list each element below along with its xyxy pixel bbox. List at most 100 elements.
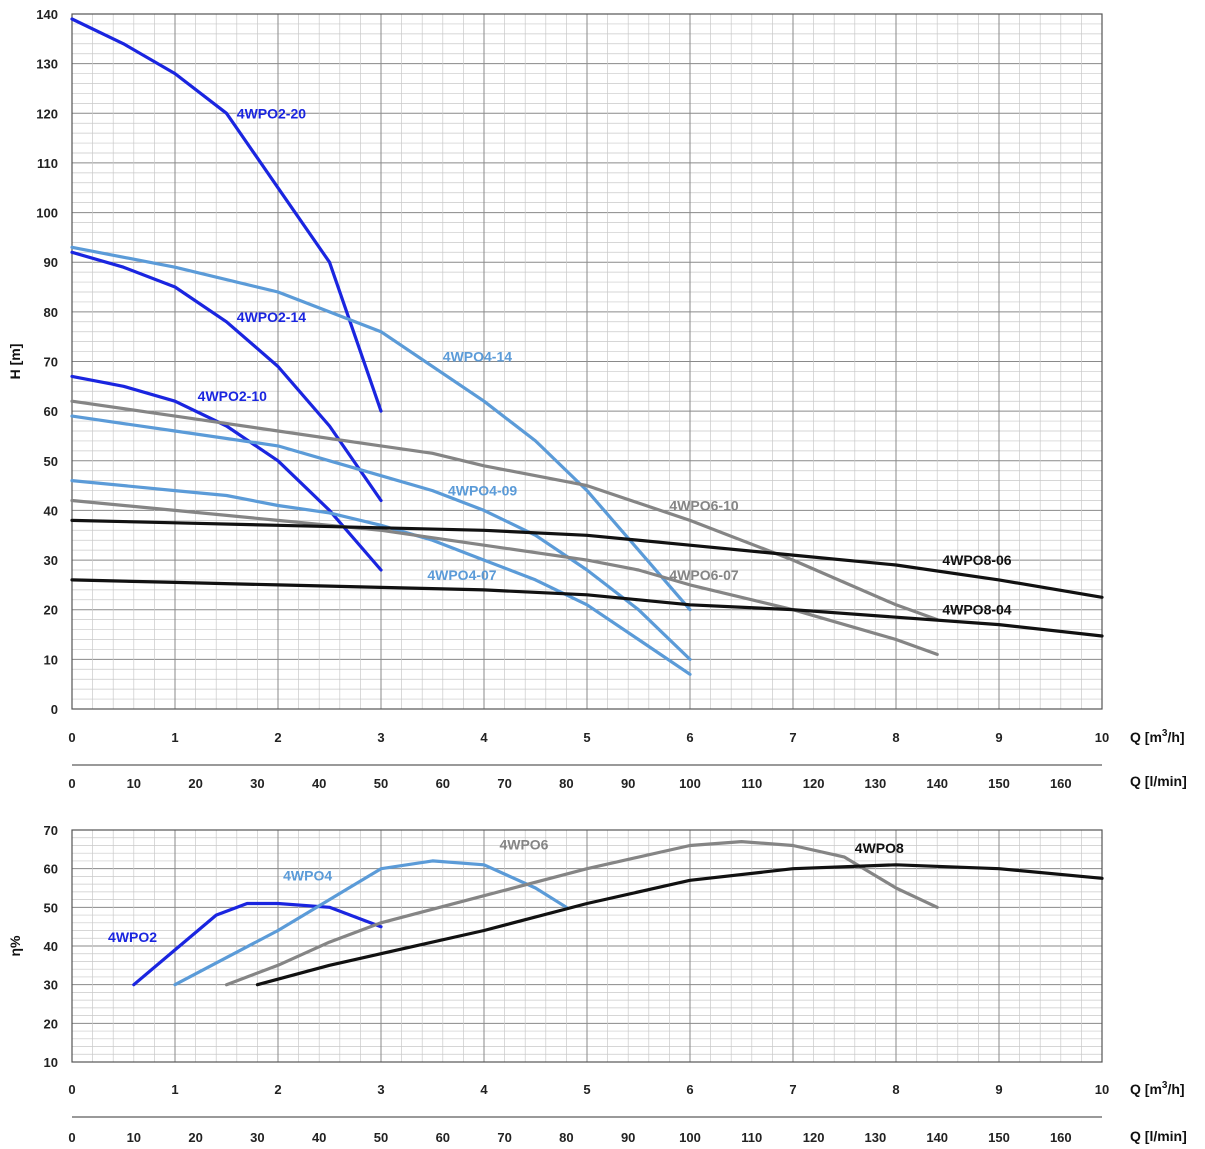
- x2-tick-label: 0: [68, 1130, 75, 1145]
- x2-tick-label: 80: [559, 1130, 573, 1145]
- y-tick-label: 20: [44, 603, 58, 618]
- x2-tick-label: 150: [988, 1130, 1010, 1145]
- y-tick-label: 30: [44, 978, 58, 993]
- y-tick-label: 30: [44, 553, 58, 568]
- x2-tick-label: 10: [127, 776, 141, 791]
- x2-tick-label: 120: [803, 776, 825, 791]
- series-label-4wpo2-14: 4WPO2-14: [237, 309, 306, 325]
- x-tick-label: 3: [377, 1082, 384, 1097]
- series-line-4wpo8: [255, 863, 1104, 987]
- x-tick-label: 5: [583, 1082, 590, 1097]
- series-label-4wpo6-07: 4WPO6-07: [669, 567, 738, 583]
- x-tick-label: 5: [583, 730, 590, 745]
- series-label-4wpo4-14: 4WPO4-14: [443, 349, 512, 365]
- series-label-4wpo8-04: 4WPO8-04: [942, 602, 1011, 618]
- y-axis-label: H [m]: [7, 344, 23, 380]
- series-label-4wpo4: 4WPO4: [283, 867, 332, 883]
- series-line-4wpo4: [173, 859, 568, 987]
- x-axis-label: Q [m3/h]: [1130, 728, 1185, 745]
- x2-tick-label: 60: [436, 776, 450, 791]
- series-label-4wpo4-09: 4WPO4-09: [448, 483, 517, 499]
- y-tick-label: 10: [44, 1055, 58, 1070]
- x2-tick-label: 80: [559, 776, 573, 791]
- y-tick-label: 50: [44, 454, 58, 469]
- y-tick-label: 50: [44, 900, 58, 915]
- y-tick-label: 60: [44, 404, 58, 419]
- x2-tick-label: 30: [250, 776, 264, 791]
- x-tick-label: 9: [995, 730, 1002, 745]
- x2-tick-label: 70: [497, 1130, 511, 1145]
- y-tick-label: 140: [36, 7, 58, 22]
- x2-tick-label: 0: [68, 776, 75, 791]
- series-line-4wpo4-14: [70, 245, 692, 612]
- y-tick-label: 70: [44, 355, 58, 370]
- x2-tick-label: 10: [127, 1130, 141, 1145]
- x2-tick-label: 60: [436, 1130, 450, 1145]
- x-tick-label: 3: [377, 730, 384, 745]
- y-tick-label: 40: [44, 503, 58, 518]
- x-tick-label: 0: [68, 1082, 75, 1097]
- series-line-4wpo6: [224, 840, 939, 987]
- y-tick-label: 100: [36, 206, 58, 221]
- series-line-4wpo2-10: [70, 374, 383, 572]
- series-label-4wpo6-10: 4WPO6-10: [669, 497, 738, 513]
- y-axis-label: η%: [7, 935, 23, 957]
- x-tick-label: 2: [274, 730, 281, 745]
- y-tick-label: 120: [36, 106, 58, 121]
- y-tick-label: 60: [44, 862, 58, 877]
- y-tick-label: 130: [36, 57, 58, 72]
- x2-tick-label: 130: [865, 1130, 887, 1145]
- x-tick-label: 4: [480, 730, 488, 745]
- x2-tick-label: 40: [312, 776, 326, 791]
- x2-tick-label: 120: [803, 1130, 825, 1145]
- x-tick-label: 4: [480, 1082, 488, 1097]
- x-tick-label: 10: [1095, 1082, 1109, 1097]
- x-axis-label: Q [m3/h]: [1130, 1080, 1185, 1097]
- series-line-4wpo2-20: [70, 17, 383, 413]
- series-label-4wpo2: 4WPO2: [108, 929, 157, 945]
- x2-tick-label: 110: [741, 776, 762, 791]
- x2-tick-label: 90: [621, 776, 635, 791]
- x2-tick-label: 50: [374, 1130, 388, 1145]
- series-label-4wpo4-07: 4WPO4-07: [427, 567, 496, 583]
- x2-tick-label: 160: [1050, 776, 1072, 791]
- series-line-4wpo2: [132, 901, 383, 987]
- x2-tick-label: 150: [988, 776, 1010, 791]
- y-tick-label: 10: [44, 652, 58, 667]
- series-label-4wpo2-20: 4WPO2-20: [237, 105, 306, 121]
- x2-tick-label: 140: [926, 776, 948, 791]
- y-tick-label: 90: [44, 255, 58, 270]
- x2-tick-label: 20: [188, 1130, 202, 1145]
- x-tick-label: 1: [171, 1082, 178, 1097]
- x2-axis-label: Q [l/min]: [1130, 1128, 1187, 1144]
- y-tick-label: 70: [44, 823, 58, 838]
- x-tick-label: 8: [892, 730, 899, 745]
- x2-tick-label: 30: [250, 1130, 264, 1145]
- x-tick-label: 7: [789, 730, 796, 745]
- x2-tick-label: 20: [188, 776, 202, 791]
- y-tick-label: 110: [37, 156, 58, 171]
- series-line-4wpo2-14: [70, 250, 383, 503]
- series-line-4wpo6-10: [70, 399, 939, 622]
- x2-tick-label: 40: [312, 1130, 326, 1145]
- x-tick-label: 6: [686, 730, 693, 745]
- x-tick-label: 9: [995, 1082, 1002, 1097]
- series-label-4wpo8-06: 4WPO8-06: [942, 552, 1011, 568]
- x-tick-label: 1: [171, 730, 178, 745]
- series-line-4wpo6-07: [70, 498, 939, 656]
- x-tick-label: 2: [274, 1082, 281, 1097]
- x2-tick-label: 110: [741, 1130, 762, 1145]
- x2-tick-label: 140: [926, 1130, 948, 1145]
- y-tick-label: 0: [51, 702, 58, 717]
- x-tick-label: 0: [68, 730, 75, 745]
- series-line-4wpo8-04: [70, 578, 1104, 638]
- x2-tick-label: 130: [865, 776, 887, 791]
- x2-tick-label: 100: [679, 776, 701, 791]
- series-line-4wpo4-09: [70, 414, 692, 661]
- series-label-4wpo6: 4WPO6: [499, 836, 548, 852]
- x2-tick-label: 50: [374, 776, 388, 791]
- y-tick-label: 40: [44, 939, 58, 954]
